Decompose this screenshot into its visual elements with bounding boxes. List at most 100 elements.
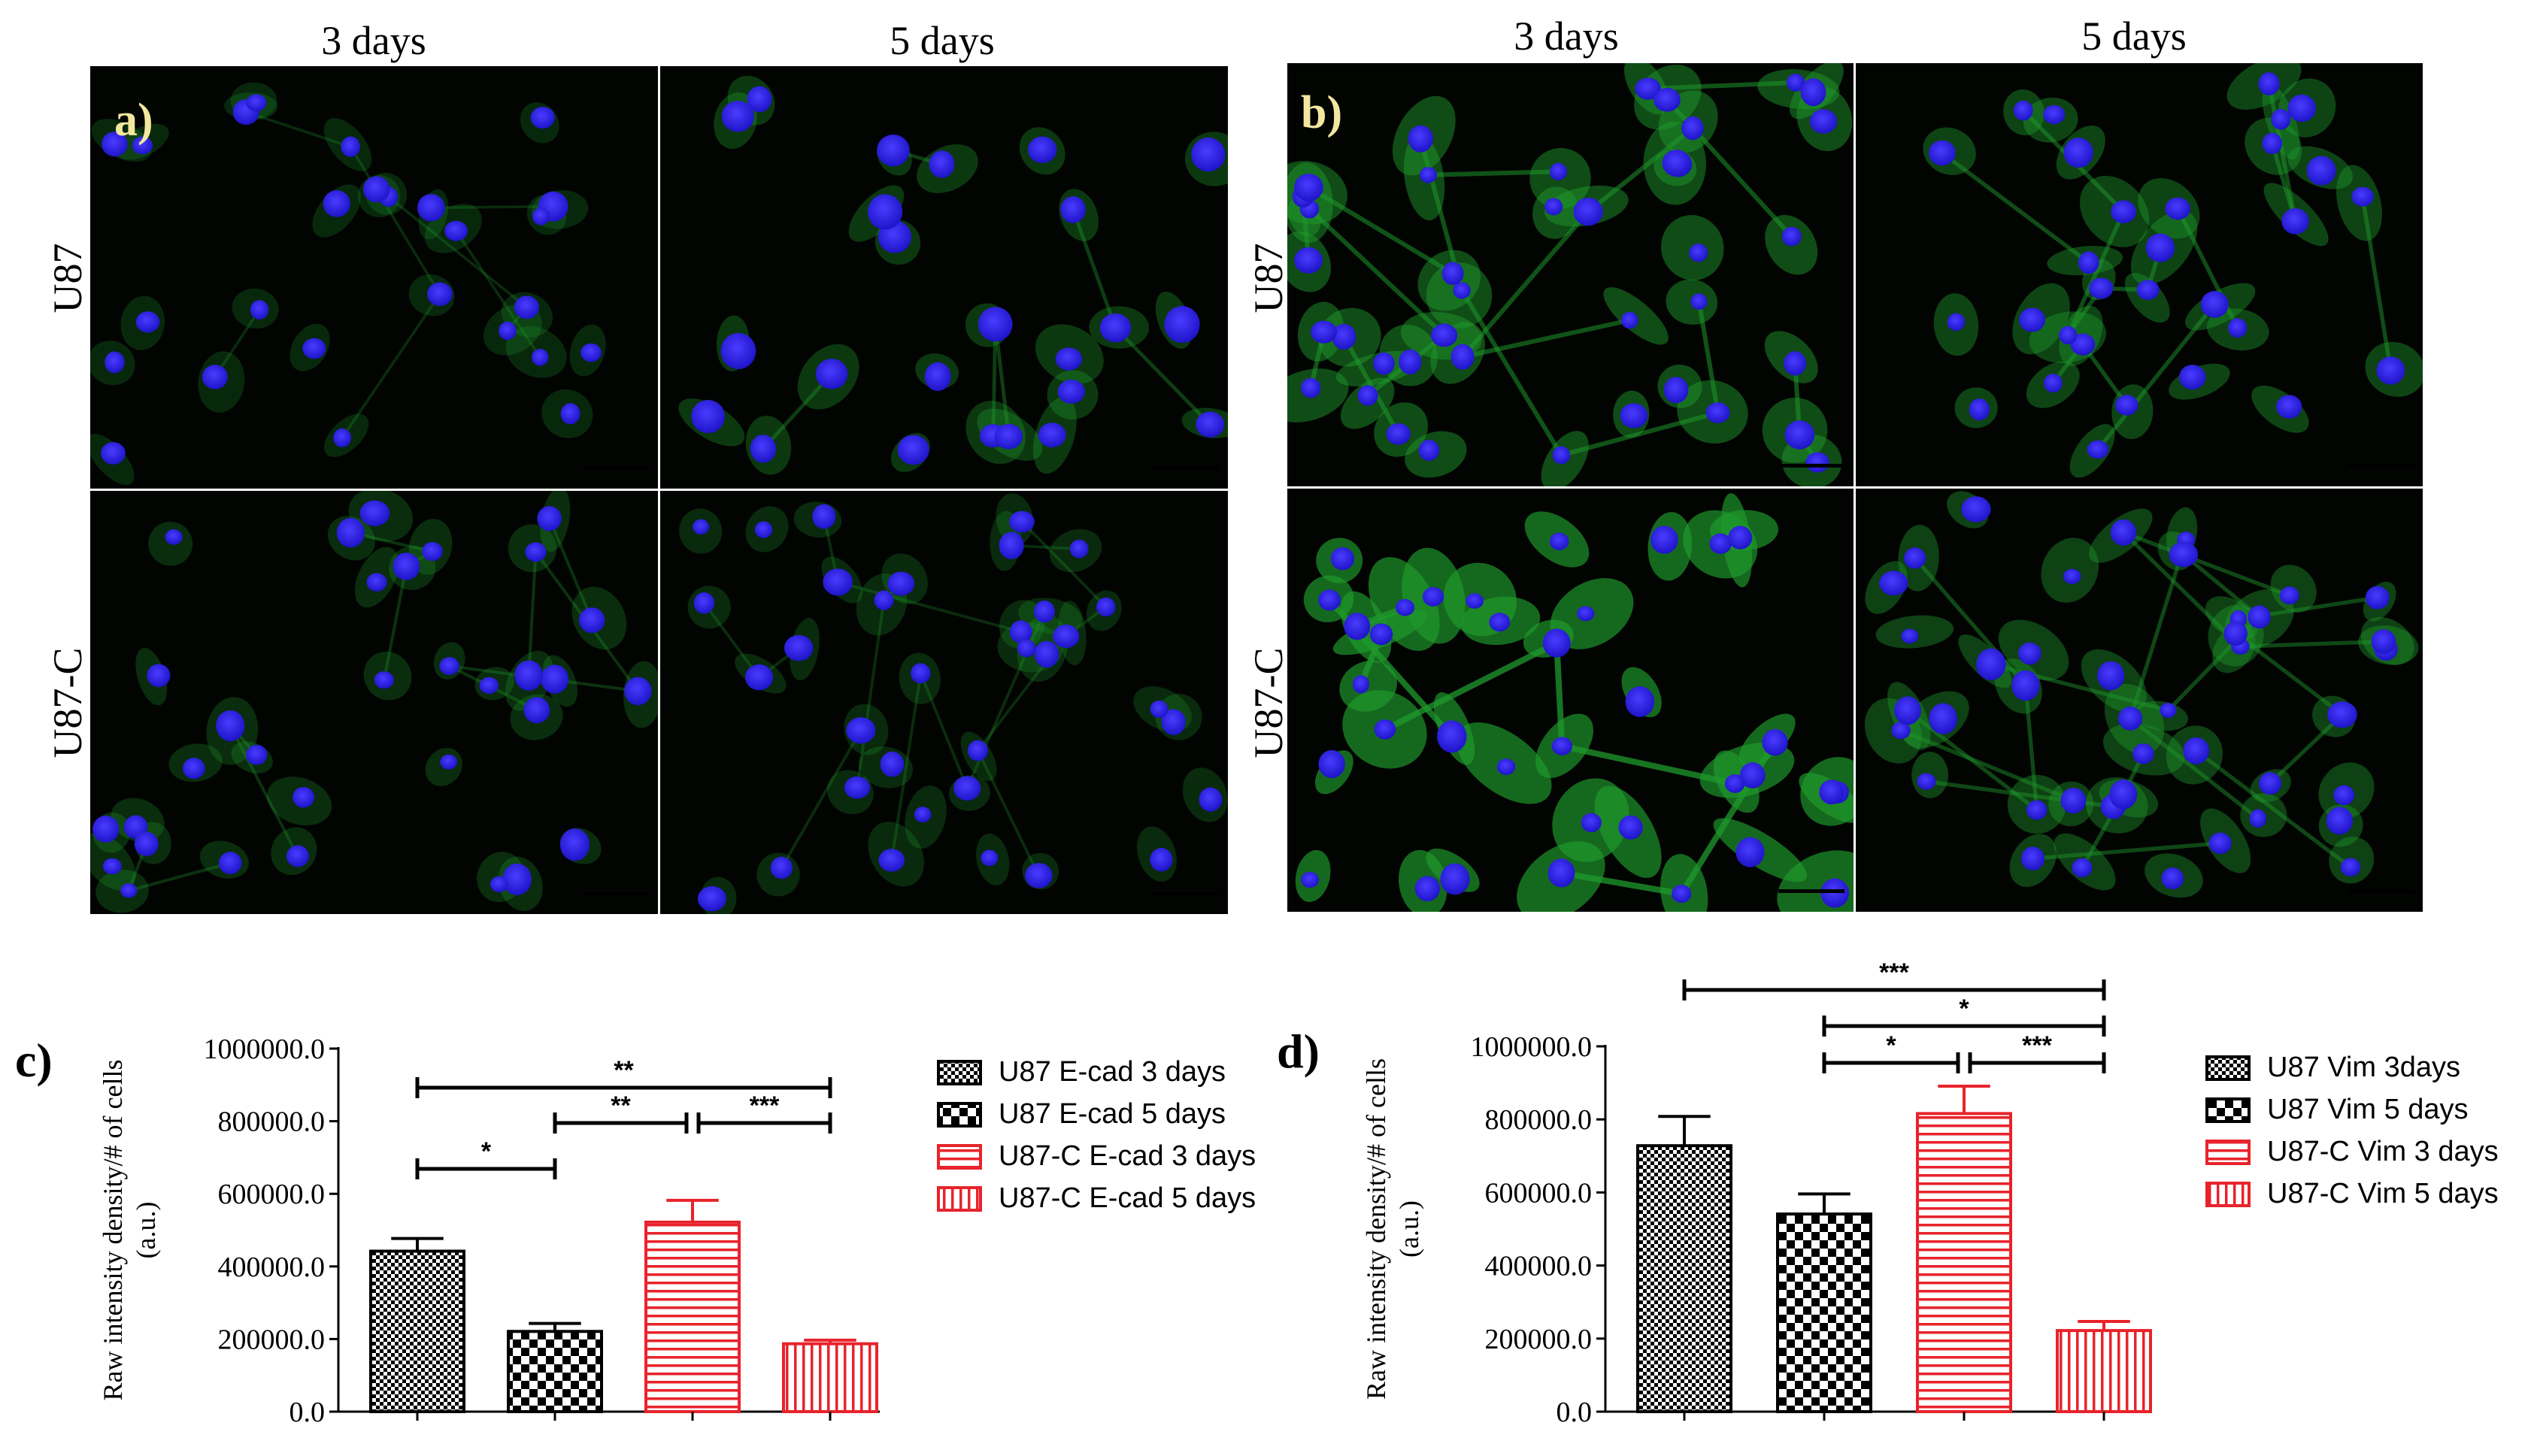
panel-b-row-label-0: U87 bbox=[1246, 244, 1291, 313]
scale-bar bbox=[1153, 891, 1219, 895]
legend-label: U87 E-cad 5 days bbox=[999, 1098, 1226, 1130]
panel-a-header: 3 days 5 days bbox=[321, 18, 994, 63]
micrograph-background bbox=[1856, 63, 2423, 486]
significance-bracket-3: * bbox=[415, 1137, 557, 1179]
legend-item-2: U87-C E-cad 3 days bbox=[937, 1140, 1256, 1172]
significance-label: * bbox=[481, 1137, 492, 1166]
legend-item-3: U87-C E-cad 5 days bbox=[937, 1182, 1256, 1214]
legend-label: U87-C E-cad 3 days bbox=[999, 1140, 1256, 1172]
y-tick-label: 400000.0 bbox=[218, 1252, 326, 1283]
scale-bar bbox=[583, 466, 649, 470]
significance-bracket-3: *** bbox=[1968, 1031, 2106, 1073]
significance-label: ** bbox=[614, 1056, 634, 1085]
significance-label: * bbox=[1959, 994, 1969, 1023]
chart-panel-label: d) bbox=[1277, 1025, 1320, 1078]
panel-a-col-header-1: 5 days bbox=[890, 18, 994, 63]
chart-c: c) Raw intensity density/# of cells (a.u.)… bbox=[15, 1034, 1256, 1428]
legend-item-0: U87 Vim 3days bbox=[2205, 1052, 2460, 1083]
panel-b-header: 3 days 5 days bbox=[1514, 14, 2186, 59]
chart-panel-label: c) bbox=[15, 1034, 53, 1087]
panel-a-label: a) bbox=[114, 95, 153, 146]
legend-label: U87 Vim 5 days bbox=[2267, 1094, 2469, 1125]
legend-label: U87 Vim 3days bbox=[2267, 1052, 2460, 1083]
scale-bar bbox=[1778, 889, 1844, 893]
micrograph-background bbox=[660, 66, 1228, 489]
panel-b-row-label-1: U87-C bbox=[1246, 648, 1291, 758]
panel-b-label: b) bbox=[1301, 87, 1342, 138]
panel-b-col-header-1: 5 days bbox=[2081, 14, 2186, 59]
significance-bracket-0: *** bbox=[1682, 958, 2106, 1000]
legend-item-1: U87 E-cad 5 days bbox=[937, 1098, 1226, 1130]
micrograph-a-row1-col1 bbox=[660, 491, 1228, 914]
significance-label: *** bbox=[750, 1091, 780, 1120]
significance-bracket-2: * bbox=[1822, 1031, 1960, 1073]
significance-bracket-1: * bbox=[1822, 994, 2106, 1037]
bar-1 bbox=[1776, 1212, 1872, 1413]
legend-swatch bbox=[937, 1186, 982, 1212]
legend-swatch bbox=[2205, 1097, 2251, 1123]
micrograph-background bbox=[1856, 489, 2423, 912]
scale-bar bbox=[2348, 889, 2414, 893]
y-tick-label: 200000.0 bbox=[1485, 1324, 1593, 1355]
y-axis-label: Raw intensity density/# of cells (a.u.) bbox=[98, 1060, 161, 1401]
legend-label: U87-C Vim 3 days bbox=[2267, 1136, 2499, 1167]
legend-item-2: U87-C Vim 3 days bbox=[2205, 1136, 2499, 1167]
y-tick-label: 0.0 bbox=[289, 1397, 326, 1428]
significance-label: * bbox=[1886, 1031, 1896, 1060]
scale-bar bbox=[1153, 466, 1219, 470]
legend-label: U87 E-cad 3 days bbox=[999, 1056, 1226, 1088]
scale-bar bbox=[1778, 464, 1844, 468]
y-tick-label: 1000000.0 bbox=[1471, 1031, 1593, 1063]
significance-label: ** bbox=[611, 1091, 631, 1120]
y-tick-label: 600000.0 bbox=[218, 1179, 326, 1210]
legend-item-1: U87 Vim 5 days bbox=[2205, 1094, 2469, 1125]
y-tick-label: 0.0 bbox=[1556, 1397, 1593, 1428]
micrograph-b-row0-col0 bbox=[1287, 63, 1854, 486]
legend-swatch bbox=[937, 1060, 982, 1085]
bar-2 bbox=[1916, 1112, 2012, 1413]
legend-swatch bbox=[2205, 1182, 2251, 1207]
micrograph-background bbox=[660, 491, 1228, 914]
legend-swatch bbox=[937, 1144, 982, 1170]
bar-1 bbox=[507, 1330, 603, 1413]
y-tick-label: 600000.0 bbox=[1485, 1177, 1593, 1209]
bar-3 bbox=[782, 1342, 878, 1413]
bar-3 bbox=[2056, 1329, 2152, 1414]
bar-2 bbox=[644, 1220, 741, 1414]
micrograph-a-row0-col1 bbox=[660, 66, 1228, 489]
chart-d: d) Raw intensity density/# of cells (a.u.)… bbox=[1277, 958, 2499, 1428]
significance-bracket-0: ** bbox=[415, 1056, 832, 1098]
y-tick-label: 200000.0 bbox=[218, 1324, 326, 1355]
legend-item-0: U87 E-cad 3 days bbox=[937, 1056, 1226, 1088]
panel-a-col-header-0: 3 days bbox=[321, 18, 426, 63]
scale-bar bbox=[583, 891, 649, 895]
significance-label: *** bbox=[2022, 1031, 2052, 1060]
y-tick-label: 800000.0 bbox=[1485, 1104, 1593, 1136]
panel-a-row-label-1: U87-C bbox=[45, 648, 90, 758]
legend-swatch bbox=[2205, 1140, 2251, 1165]
legend-label: U87-C Vim 5 days bbox=[2267, 1178, 2499, 1209]
legend-item-3: U87-C Vim 5 days bbox=[2205, 1178, 2499, 1209]
panel-b-col-header-0: 3 days bbox=[1514, 14, 1618, 59]
scale-bar bbox=[2348, 464, 2414, 468]
micrograph-b-row1-col1 bbox=[1856, 489, 2423, 912]
micrograph-grid bbox=[90, 63, 2423, 914]
y-tick-label: 400000.0 bbox=[1485, 1251, 1593, 1282]
bar-0 bbox=[1636, 1144, 1732, 1414]
y-tick-label: 1000000.0 bbox=[204, 1034, 326, 1065]
micrograph-a-row1-col0 bbox=[90, 491, 658, 914]
significance-bracket-1: ** bbox=[553, 1091, 689, 1134]
y-axis-label: Raw intensity density/# of cells (a.u.) bbox=[1361, 1058, 1424, 1400]
y-tick-label: 800000.0 bbox=[218, 1106, 326, 1138]
bar-0 bbox=[369, 1249, 465, 1414]
legend-swatch bbox=[937, 1102, 982, 1128]
micrograph-b-row1-col0 bbox=[1287, 489, 1854, 912]
significance-label: *** bbox=[1879, 958, 1909, 987]
micrograph-a-row0-col0 bbox=[90, 66, 658, 489]
legend-swatch bbox=[2205, 1055, 2251, 1081]
panel-a-row-label-0: U87 bbox=[45, 244, 90, 313]
micrograph-b-row0-col1 bbox=[1856, 63, 2423, 486]
significance-bracket-2: *** bbox=[696, 1091, 832, 1134]
legend-label: U87-C E-cad 5 days bbox=[999, 1182, 1256, 1214]
